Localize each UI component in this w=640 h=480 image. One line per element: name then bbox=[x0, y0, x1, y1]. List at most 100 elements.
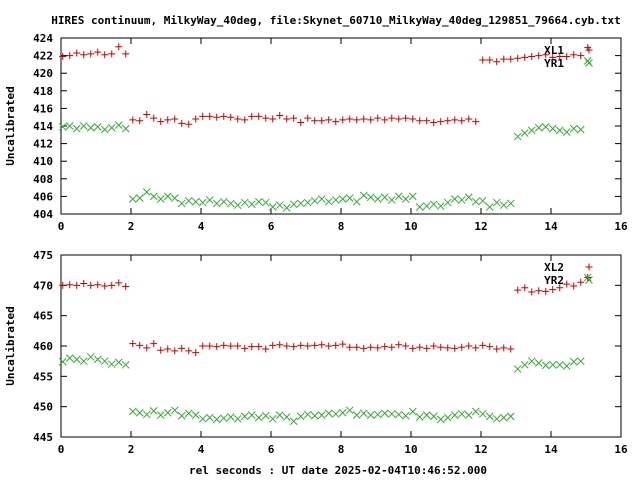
data-point bbox=[79, 357, 88, 366]
data-point bbox=[479, 56, 487, 64]
data-point bbox=[234, 342, 242, 350]
data-point bbox=[436, 202, 445, 210]
data-point bbox=[248, 343, 256, 351]
data-point bbox=[241, 344, 249, 352]
data-point bbox=[549, 53, 557, 61]
data-point bbox=[584, 44, 592, 52]
data-point bbox=[507, 55, 515, 63]
y-tick-label: 420 bbox=[33, 67, 53, 80]
data-point bbox=[521, 53, 529, 61]
data-point bbox=[254, 413, 263, 422]
data-point bbox=[114, 121, 123, 129]
y-tick-label: 410 bbox=[33, 155, 53, 168]
data-point bbox=[135, 408, 144, 417]
y-tick-label: 465 bbox=[33, 310, 53, 323]
data-point bbox=[86, 123, 95, 132]
data-point bbox=[373, 195, 382, 203]
data-point bbox=[268, 414, 277, 423]
data-point bbox=[191, 197, 200, 206]
data-point bbox=[276, 111, 284, 119]
data-point bbox=[115, 279, 123, 287]
y-tick-label: 445 bbox=[33, 431, 53, 444]
data-point bbox=[352, 197, 361, 206]
data-point bbox=[450, 411, 459, 420]
data-point bbox=[234, 115, 242, 123]
data-point bbox=[128, 195, 137, 203]
data-point bbox=[485, 203, 494, 211]
data-point bbox=[492, 414, 501, 423]
data-point bbox=[59, 52, 67, 60]
data-point bbox=[338, 408, 347, 417]
data-point bbox=[556, 284, 564, 292]
data-point bbox=[429, 200, 438, 209]
data-point bbox=[388, 343, 396, 351]
data-point bbox=[472, 118, 480, 126]
data-point bbox=[577, 278, 585, 286]
data-point bbox=[212, 415, 221, 424]
data-point bbox=[219, 414, 228, 423]
data-point bbox=[535, 52, 543, 60]
data-point bbox=[114, 358, 123, 367]
data-point bbox=[514, 54, 522, 62]
legend-label: YR2 bbox=[544, 274, 564, 287]
data-point bbox=[290, 114, 298, 122]
data-point bbox=[170, 406, 179, 415]
data-point bbox=[381, 116, 389, 124]
data-point bbox=[535, 287, 543, 295]
x-tick-label: 6 bbox=[268, 443, 275, 456]
y-axis-label: Uncalibrated bbox=[4, 86, 17, 165]
data-point bbox=[387, 410, 396, 418]
data-point bbox=[513, 132, 522, 141]
data-point bbox=[185, 347, 193, 355]
data-point bbox=[247, 200, 256, 209]
data-point bbox=[269, 341, 277, 349]
data-point bbox=[506, 412, 515, 421]
data-point bbox=[212, 199, 221, 208]
y-tick-label: 450 bbox=[33, 401, 53, 414]
data-point bbox=[458, 343, 466, 351]
data-point bbox=[373, 410, 382, 419]
data-point bbox=[556, 52, 564, 60]
data-point bbox=[401, 195, 410, 203]
data-point bbox=[283, 342, 291, 350]
data-point bbox=[394, 410, 403, 419]
data-point bbox=[73, 281, 81, 289]
data-point bbox=[542, 51, 550, 59]
data-point bbox=[142, 410, 151, 419]
data-point bbox=[318, 117, 326, 125]
data-point bbox=[514, 286, 522, 294]
data-point bbox=[122, 283, 130, 291]
y-tick-label: 418 bbox=[33, 85, 53, 98]
data-point bbox=[324, 197, 333, 206]
data-point bbox=[199, 112, 207, 120]
data-point bbox=[436, 415, 445, 424]
y-tick-label: 455 bbox=[33, 370, 53, 383]
data-point bbox=[170, 194, 179, 203]
data-point bbox=[521, 284, 529, 292]
data-point bbox=[121, 360, 130, 369]
data-point bbox=[303, 198, 312, 207]
data-point bbox=[549, 286, 557, 294]
data-point bbox=[276, 341, 284, 349]
data-point bbox=[226, 413, 235, 421]
data-point bbox=[423, 117, 431, 125]
data-point bbox=[205, 413, 214, 422]
data-point bbox=[359, 191, 368, 200]
y-tick-label: 406 bbox=[33, 190, 53, 203]
data-point bbox=[80, 280, 88, 288]
data-point bbox=[220, 112, 228, 120]
data-point bbox=[311, 341, 319, 349]
data-point bbox=[115, 43, 123, 51]
data-point bbox=[451, 116, 459, 124]
x-tick-label: 8 bbox=[338, 443, 345, 456]
data-point bbox=[457, 196, 466, 204]
data-point bbox=[150, 114, 158, 122]
data-point bbox=[583, 57, 592, 65]
data-point bbox=[142, 188, 151, 196]
data-point bbox=[576, 357, 585, 366]
data-point bbox=[66, 281, 74, 289]
data-point bbox=[275, 411, 284, 420]
data-point bbox=[136, 117, 144, 125]
data-point bbox=[233, 201, 242, 210]
